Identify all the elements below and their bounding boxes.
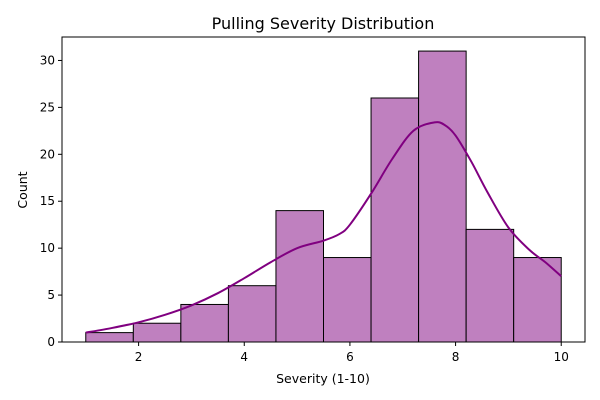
kde-curve	[85, 121, 562, 334]
histogram-bar-8	[418, 50, 467, 343]
y-tick-label: 25	[40, 100, 55, 114]
histogram-bar-9	[465, 228, 515, 343]
y-tick-label: 5	[47, 288, 55, 302]
chart-title: Pulling Severity Distribution	[212, 14, 435, 33]
histogram-bar-4	[227, 285, 277, 343]
x-tick-label: 4	[240, 350, 248, 364]
x-tick-label: 8	[452, 350, 460, 364]
y-tick-label: 20	[40, 147, 55, 161]
histogram-bar-6	[323, 257, 372, 343]
y-axis: 0 5 10 15 20 25 30	[40, 53, 62, 349]
x-tick-label: 6	[346, 350, 354, 364]
x-tick-label: 2	[135, 350, 143, 364]
bars-layer	[85, 50, 562, 343]
x-axis: 2 4 6 8 10	[135, 342, 569, 364]
y-tick-label: 10	[40, 241, 55, 255]
x-tick-label: 10	[554, 350, 569, 364]
histogram-bar-3	[180, 303, 229, 343]
histogram-bar-5	[275, 210, 325, 343]
histogram-bar-1	[85, 332, 134, 343]
y-axis-label: Count	[15, 171, 30, 208]
plot-frame	[61, 36, 586, 343]
y-tick-label: 15	[40, 194, 55, 208]
histogram-bar-2	[132, 322, 182, 343]
y-tick-label: 30	[40, 53, 55, 67]
y-tick-label: 0	[47, 335, 55, 349]
histogram-bar-7	[370, 97, 420, 343]
x-axis-label: Severity (1-10)	[276, 371, 370, 386]
